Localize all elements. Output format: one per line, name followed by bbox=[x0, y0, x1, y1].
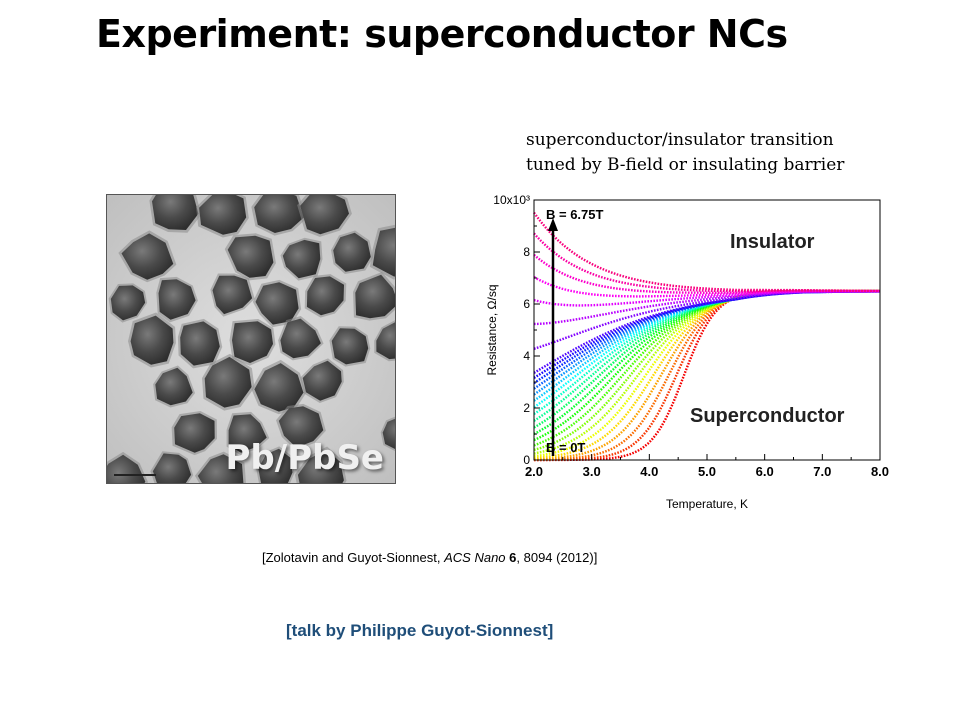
nanocrystal bbox=[197, 454, 244, 484]
nanocrystal bbox=[152, 194, 199, 230]
nanocrystal bbox=[300, 194, 349, 235]
resistance-curve bbox=[533, 211, 880, 292]
nanocrystal bbox=[106, 454, 146, 484]
citation-pages-year: , 8094 (2012)] bbox=[516, 550, 598, 565]
resistance-curve bbox=[533, 289, 880, 447]
x-tick-label: 6.0 bbox=[756, 464, 774, 479]
nanocrystal bbox=[232, 321, 273, 363]
resistance-curve bbox=[533, 289, 880, 452]
resistance-curve bbox=[533, 290, 880, 379]
nanocrystal bbox=[331, 328, 369, 365]
x-axis-label: Temperature, K bbox=[666, 497, 748, 511]
tem-micrograph: Pb/PbSe bbox=[106, 194, 396, 484]
resistance-curve bbox=[533, 290, 880, 416]
nanocrystal bbox=[130, 315, 174, 365]
y-axis-ticks: 0 2 4 6 8 10x10³ bbox=[493, 193, 540, 467]
insulator-label: Insulator bbox=[730, 231, 815, 253]
resistance-curve bbox=[533, 289, 880, 460]
nanocrystal bbox=[158, 279, 196, 320]
x-tick-label: 4.0 bbox=[640, 464, 658, 479]
resistance-curves bbox=[533, 211, 881, 462]
b-min-label: B = 0T bbox=[546, 440, 585, 455]
slide-title: Experiment: superconductor NCs bbox=[96, 12, 788, 56]
nanocrystal bbox=[302, 360, 342, 401]
superconductor-label: Superconductor bbox=[690, 405, 845, 427]
nanocrystal bbox=[282, 239, 321, 279]
x-tick-label: 8.0 bbox=[871, 464, 889, 479]
x-tick-label: 5.0 bbox=[698, 464, 716, 479]
scale-bar bbox=[114, 474, 156, 476]
nanocrystal bbox=[155, 367, 193, 406]
nanocrystal bbox=[174, 413, 215, 453]
nanocrystal bbox=[212, 275, 253, 315]
nanocrystal bbox=[255, 282, 299, 325]
nanocrystal bbox=[382, 418, 396, 450]
resistance-curve bbox=[533, 289, 880, 455]
y-tick-label: 2 bbox=[523, 401, 530, 415]
resistance-temperature-chart: 2.0 3.0 4.0 5.0 6.0 7.0 8.0 0 2 4 6 8 10x10³ B = 6.… bbox=[485, 193, 889, 511]
nanocrystal bbox=[254, 194, 304, 233]
y-tick-label: 0 bbox=[523, 453, 530, 467]
citation-journal: ACS Nano bbox=[444, 550, 506, 565]
field-arrow-head bbox=[548, 218, 558, 231]
x-axis-ticks: 2.0 3.0 4.0 5.0 6.0 7.0 8.0 bbox=[525, 454, 889, 479]
nanocrystal bbox=[227, 235, 274, 278]
b-max-label: B = 6.75T bbox=[546, 207, 604, 222]
x-tick-label: 3.0 bbox=[583, 464, 601, 479]
nanocrystal bbox=[372, 227, 396, 277]
y-tick-label: 4 bbox=[523, 349, 530, 363]
resistance-curve bbox=[534, 290, 880, 326]
citation-volume: 6 bbox=[509, 550, 517, 565]
caption-line-1: superconductor/insulator transition bbox=[526, 130, 834, 150]
nanocrystal bbox=[333, 232, 371, 272]
nanocrystal bbox=[280, 318, 321, 359]
nanocrystal bbox=[376, 321, 396, 360]
resistance-curve bbox=[533, 289, 880, 461]
y-tick-label: 10x10³ bbox=[493, 193, 530, 207]
nanocrystal bbox=[254, 363, 304, 412]
nanocrystal bbox=[180, 321, 220, 366]
material-label: Pb/PbSe bbox=[225, 438, 384, 478]
resistance-curve bbox=[533, 232, 880, 293]
nanocrystal bbox=[355, 274, 396, 319]
nanocrystal bbox=[110, 285, 146, 321]
nanocrystal-image bbox=[106, 194, 396, 484]
resistance-curve bbox=[533, 290, 880, 422]
resistance-curve bbox=[533, 253, 880, 294]
nanocrystal bbox=[297, 449, 344, 484]
x-tick-label: 2.0 bbox=[525, 464, 543, 479]
x-tick-label: 7.0 bbox=[813, 464, 831, 479]
y-axis-label: Resistance, Ω/sq bbox=[485, 284, 499, 375]
nanocrystal bbox=[204, 356, 252, 408]
transition-caption: superconductor/insulator transition tune… bbox=[526, 128, 844, 178]
nanocrystal bbox=[258, 448, 293, 484]
nanocrystal bbox=[199, 194, 247, 235]
caption-line-2: tuned by B-field or insulating barrier bbox=[526, 155, 845, 175]
y-tick-label: 8 bbox=[523, 245, 530, 259]
y-tick-label: 6 bbox=[523, 297, 530, 311]
nanocrystal bbox=[152, 453, 192, 484]
citation-authors: [Zolotavin and Guyot-Sionnest, bbox=[262, 550, 445, 565]
nanocrystal bbox=[306, 276, 344, 316]
nanocrystal bbox=[278, 406, 324, 448]
talk-credit: [talk by Philippe Guyot-Sionnest] bbox=[286, 621, 554, 640]
resistance-curve bbox=[533, 290, 880, 350]
nanocrystal bbox=[121, 233, 174, 280]
resistance-curve bbox=[533, 289, 880, 461]
citation: [Zolotavin and Guyot-Sionnest, ACS Nano … bbox=[262, 550, 597, 565]
nanocrystal bbox=[228, 414, 267, 453]
